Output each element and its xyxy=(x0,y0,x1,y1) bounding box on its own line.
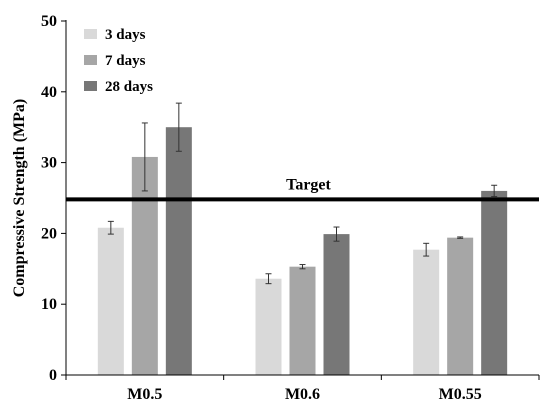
error-bars xyxy=(107,102,498,285)
legend-swatch xyxy=(84,81,97,91)
legend-swatch xyxy=(84,29,97,39)
target-line-group: Target xyxy=(66,176,539,202)
x-tick-label: M0.5 xyxy=(127,386,162,403)
y-axis-title: Compressive Strength (MPa) xyxy=(11,99,28,298)
x-tick-label: M0.6 xyxy=(285,386,320,403)
bar xyxy=(413,249,440,375)
bars xyxy=(97,127,508,375)
bar xyxy=(131,156,158,375)
y-tick-label: 40 xyxy=(41,84,57,101)
bar xyxy=(165,127,192,375)
legend-label: 7 days xyxy=(105,53,146,69)
x-tick-label: M0.55 xyxy=(439,386,482,403)
target-label: Target xyxy=(286,176,331,193)
bar xyxy=(289,266,316,375)
x-axis-ticks: M0.5 M0.6 M0.55 xyxy=(65,375,540,403)
bar xyxy=(97,227,124,375)
y-axis-ticks: 0 10 20 30 40 50 xyxy=(41,13,66,384)
y-tick-label: 50 xyxy=(41,13,57,30)
legend-label: 28 days xyxy=(105,79,153,95)
legend: 3 days 7 days 28 days xyxy=(84,27,153,95)
y-tick-label: 10 xyxy=(41,296,57,313)
y-tick-label: 30 xyxy=(41,155,57,172)
y-tick-label: 20 xyxy=(41,225,57,242)
legend-swatch xyxy=(84,55,97,65)
axes xyxy=(65,20,539,376)
bar xyxy=(447,237,474,375)
bar xyxy=(323,234,350,375)
bar xyxy=(255,278,282,375)
y-tick-label: 0 xyxy=(49,367,57,384)
legend-label: 3 days xyxy=(105,27,146,43)
bar xyxy=(481,190,508,375)
